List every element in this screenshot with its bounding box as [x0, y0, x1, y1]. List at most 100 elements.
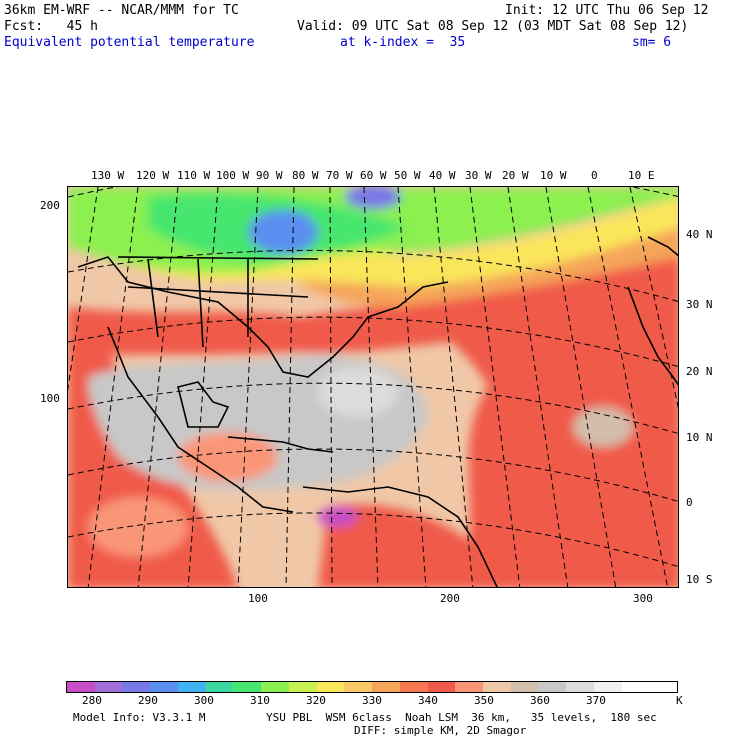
legend-swatch — [566, 682, 594, 692]
legend-label: 310 — [250, 694, 270, 707]
legend-swatch — [510, 682, 539, 692]
legend-label: 350 — [474, 694, 494, 707]
legend-swatch — [344, 682, 373, 692]
lon-label: 90 W — [256, 169, 283, 182]
color-legend — [66, 681, 678, 693]
lon-line — [545, 187, 617, 587]
grid-x-label: 100 — [248, 592, 268, 605]
lon-label: 10 E — [628, 169, 655, 182]
legend-swatch — [593, 682, 622, 692]
field-pink-pacific — [88, 497, 188, 557]
diffusion-info: DIFF: simple KM, 2D Smagor — [354, 724, 527, 737]
state-lines — [127, 258, 309, 348]
field-gray-light — [318, 367, 398, 417]
lon-label: 0 — [591, 169, 598, 182]
model-info: Model Info: V3.3.1 M — [73, 711, 206, 724]
africa-coast — [627, 286, 678, 386]
lat-label: 40 N — [686, 228, 713, 241]
init-time: Init: 12 UTC Thu 06 Sep 12 — [505, 3, 709, 18]
lon-label: 70 W — [326, 169, 353, 182]
lon-label: 30 W — [465, 169, 492, 182]
field-blue-hudson — [248, 210, 318, 254]
lon-line — [507, 187, 569, 587]
lat-line — [68, 512, 678, 567]
lon-line — [469, 187, 521, 587]
lon-line — [397, 187, 427, 587]
legend-swatch — [538, 682, 567, 692]
grid-x-label: 200 — [440, 592, 460, 605]
mexico-coast — [107, 326, 294, 513]
lon-line — [433, 187, 474, 587]
legend-swatch — [261, 682, 289, 692]
theta-e-field — [68, 187, 678, 587]
us-canada-border — [117, 256, 319, 260]
lon-line — [285, 187, 295, 587]
lon-line — [363, 187, 379, 587]
legend-label: 320 — [306, 694, 326, 707]
legend-label: 340 — [418, 694, 438, 707]
legend-swatch — [67, 682, 95, 692]
grid-x-label: 300 — [633, 592, 653, 605]
lon-label: 100 W — [216, 169, 250, 182]
legend-label: 300 — [194, 694, 214, 707]
legend-swatch — [621, 682, 650, 692]
grid-y-label: 100 — [40, 392, 60, 405]
level-info: at k-index = 35 — [340, 35, 466, 50]
forecast-hour: Fcst: 45 h — [4, 19, 98, 34]
lat-label: 10 N — [686, 431, 713, 444]
physics-info: YSU PBL WSM 6class Noah LSM 36 km, 35 le… — [266, 711, 657, 724]
lon-line — [237, 187, 259, 587]
lon-label: 130 W — [91, 169, 125, 182]
iberia-coast — [647, 236, 678, 257]
lon-line — [587, 187, 669, 587]
legend-label: 370 — [586, 694, 606, 707]
field-gray-east — [573, 407, 633, 447]
lat-label: 30 N — [686, 298, 713, 311]
legend-swatch — [649, 682, 678, 692]
cuba — [227, 436, 334, 453]
legend-swatch — [150, 682, 178, 692]
valid-time: Valid: 09 UTC Sat 08 Sep 12 (03 MDT Sat … — [297, 19, 689, 34]
smoothing-info: sm= 6 — [632, 35, 672, 50]
legend-label: 280 — [82, 694, 102, 707]
legend-swatch — [316, 682, 345, 692]
lon-label: 60 W — [360, 169, 387, 182]
lon-line — [629, 187, 678, 409]
legend-swatch — [94, 682, 123, 692]
legend-swatch — [205, 682, 234, 692]
legend-swatch — [427, 682, 456, 692]
lon-label: 80 W — [292, 169, 319, 182]
lon-label: 20 W — [502, 169, 529, 182]
gulf-coast — [177, 381, 230, 428]
lon-line — [87, 187, 139, 587]
map-canvas — [68, 187, 678, 587]
field-magenta — [318, 507, 358, 527]
legend-swatch — [399, 682, 428, 692]
lon-line — [329, 187, 333, 587]
lat-label: 20 N — [686, 365, 713, 378]
model-title: 36km EM-WRF -- NCAR/MMM for TC — [4, 3, 239, 18]
field-name: Equivalent potential temperature — [4, 35, 255, 50]
legend-swatch — [372, 682, 400, 692]
field-red-south-america — [318, 504, 507, 587]
lon-label: 110 W — [177, 169, 211, 182]
south-america-coast — [302, 486, 498, 587]
grid-y-label: 200 — [40, 199, 60, 212]
legend-swatch — [288, 682, 317, 692]
lat-label: 0 — [686, 496, 693, 509]
legend-swatch — [122, 682, 151, 692]
na-coast — [77, 256, 449, 378]
legend-label: 330 — [362, 694, 382, 707]
legend-unit: K — [676, 694, 683, 707]
legend-swatch — [177, 682, 206, 692]
coastlines — [77, 236, 678, 587]
legend-swatch — [233, 682, 262, 692]
lon-label: 120 W — [136, 169, 170, 182]
theta-e-map — [67, 186, 679, 588]
legend-swatch — [483, 682, 511, 692]
field-blue-north — [345, 187, 401, 209]
legend-label: 360 — [530, 694, 550, 707]
legend-swatch — [455, 682, 484, 692]
field-pink-central-america — [178, 432, 278, 482]
lat-line — [68, 382, 678, 434]
